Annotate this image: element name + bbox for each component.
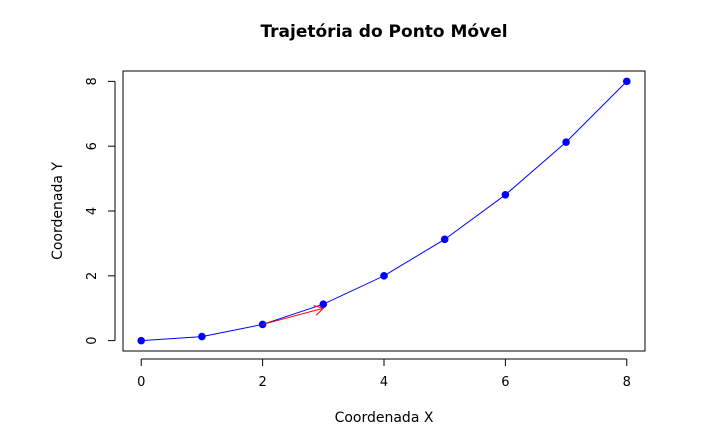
chart-title: Trajetória do Ponto Móvel: [260, 22, 507, 42]
y-axis: 0 2 4 6 8: [85, 77, 116, 345]
data-point: [319, 300, 328, 308]
data-point: [440, 235, 449, 244]
data-point: [137, 336, 146, 345]
data-point: [562, 138, 570, 146]
annotation-layer: [262, 305, 325, 325]
y-tick-label: 0: [85, 336, 100, 344]
data-point: [198, 332, 206, 341]
data-point: [380, 272, 388, 280]
velocity-arrow-head: [313, 305, 325, 316]
plot-frame: [122, 70, 646, 352]
data-point: [501, 190, 510, 199]
y-axis-label: Coordenada Y: [50, 162, 66, 260]
y-tick-label: 6: [85, 142, 100, 150]
x-axis: 0 2 4 6 8: [137, 358, 631, 390]
x-tick-label: 4: [380, 375, 388, 390]
x-tick-label: 8: [623, 375, 631, 390]
y-tick-label: 2: [85, 272, 100, 280]
x-axis-label: Coordenada X: [335, 410, 434, 426]
velocity-arrow-shaft: [262, 307, 324, 325]
y-tick-label: 8: [85, 77, 100, 85]
data-point: [622, 77, 631, 86]
series-line: [141, 81, 628, 342]
x-tick-label: 6: [501, 375, 509, 390]
series-layer: [137, 77, 631, 345]
y-tick-label: 4: [85, 207, 100, 215]
x-tick-label: 2: [258, 375, 266, 390]
x-tick-label: 0: [137, 375, 145, 390]
